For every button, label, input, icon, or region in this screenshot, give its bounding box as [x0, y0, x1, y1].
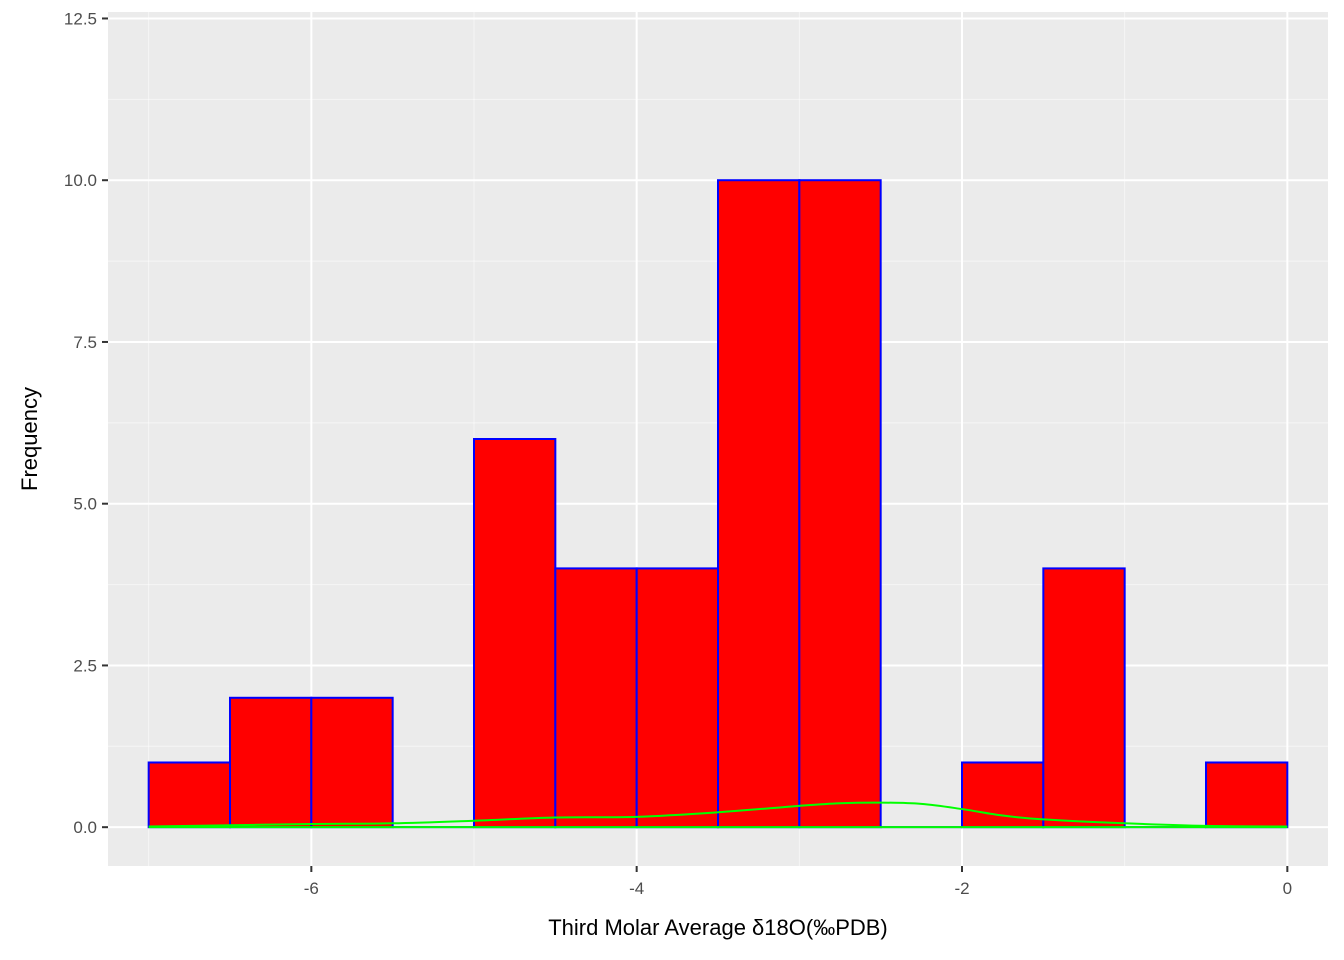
histogram-bar	[1042, 567, 1126, 829]
x-tick-label: -6	[304, 879, 319, 898]
y-tick-label: 5.0	[73, 495, 97, 514]
y-tick-label: 12.5	[64, 9, 97, 28]
histogram-bar	[1205, 761, 1289, 829]
histogram-bar	[310, 696, 394, 829]
y-tick-label: 10.0	[64, 171, 97, 190]
density-curve-layer	[148, 801, 1288, 829]
histogram-bar	[229, 696, 313, 829]
y-axis-title: Frequency	[17, 387, 42, 491]
histogram-bar	[554, 567, 638, 829]
x-tick-label: 0	[1283, 879, 1292, 898]
histogram-bar	[798, 179, 882, 829]
axes: 0.0 2.5 5.0 7.5 10.0 12.5 -6 -4 -2 0	[64, 9, 1292, 898]
x-tick-label: -4	[629, 879, 644, 898]
y-tick-label: 0.0	[73, 818, 97, 837]
histogram-bar	[147, 761, 232, 829]
histogram-bar	[961, 761, 1045, 829]
y-tick-label: 2.5	[73, 656, 97, 675]
x-axis-title: Third Molar Average δ18O(‰PDB)	[548, 915, 888, 940]
histogram-bar	[635, 567, 720, 829]
histogram-bar	[717, 179, 801, 829]
y-tick-label: 7.5	[73, 333, 97, 352]
x-tick-label: -2	[954, 879, 969, 898]
density-curve	[148, 801, 1288, 828]
histogram-bars	[147, 179, 1289, 829]
histogram-bar	[473, 438, 557, 829]
